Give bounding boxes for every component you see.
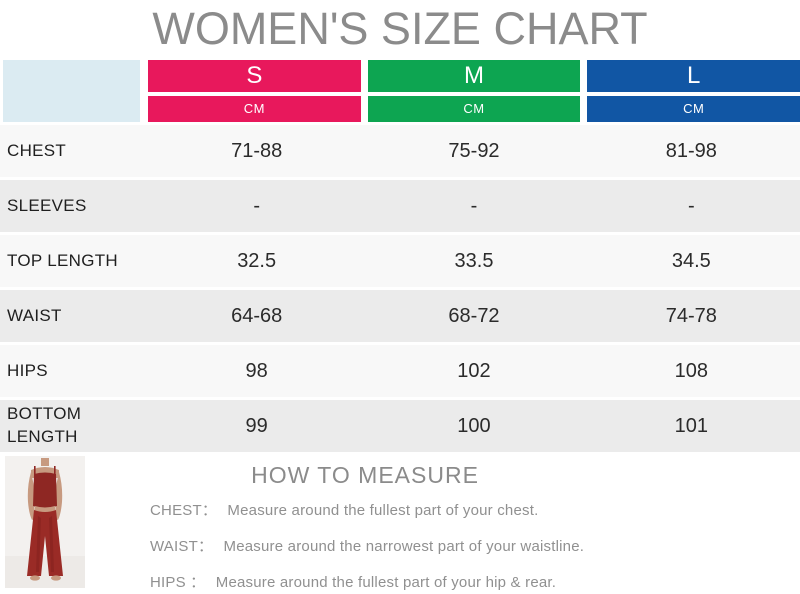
unit-cell-s: CM: [148, 96, 361, 122]
unit-cell-l: CM: [587, 96, 800, 122]
cell-value: -: [253, 194, 260, 217]
size-header-l: L: [587, 60, 800, 92]
size-header-s: S: [148, 60, 361, 92]
corner-cell: [3, 60, 140, 122]
cell-value: 68-72: [448, 304, 500, 327]
cell-value: 64-68: [231, 304, 283, 327]
measure-label: HIPS ：: [150, 574, 206, 591]
how-to-measure-heading: HOW TO MEASURE: [251, 462, 479, 488]
unit-cell-m: CM: [367, 96, 581, 122]
measure-text: Measure around the fullest part of your …: [215, 574, 557, 591]
measure-label: WAIST：: [150, 538, 214, 555]
cell-value: 33.5: [454, 249, 494, 272]
row-label: SLEEVES: [7, 195, 87, 215]
cell-value: 71-88: [231, 139, 283, 162]
table-header: S M L CM CM CM: [0, 60, 800, 122]
size-header-row: S M L: [148, 60, 800, 92]
page-title: WOMEN'S SIZE CHART: [152, 3, 648, 54]
table-row-sleeves: SLEEVES - - -: [0, 180, 800, 232]
row-label: WAIST: [7, 305, 62, 325]
how-to-measure-section: HOW TO MEASURE CHEST： Measure around the…: [0, 456, 800, 593]
cell-value: 81-98: [665, 139, 717, 162]
cell-value: 102: [457, 359, 491, 382]
size-header-m: M: [367, 60, 581, 92]
measure-text: Measure around the narrowest part of you…: [223, 538, 585, 555]
row-label: BOTTOM LENGTH: [7, 404, 82, 446]
measure-item-waist: WAIST： Measure around the narrowest part…: [150, 535, 800, 556]
cell-value: -: [470, 194, 478, 217]
table-row-waist: WAIST 64-68 68-72 74-78: [0, 290, 800, 342]
row-label: TOP LENGTH: [7, 250, 119, 270]
measure-item-chest: CHEST： Measure around the fullest part o…: [150, 499, 800, 520]
cell-value: 98: [245, 359, 268, 382]
cell-value: 101: [674, 414, 708, 437]
cell-value: 99: [245, 414, 268, 437]
cell-value: 32.5: [237, 249, 277, 272]
cell-value: 34.5: [671, 249, 711, 272]
measure-text: Measure around the fullest part of your …: [227, 502, 539, 519]
table-row-hips: HIPS 98 102 108: [0, 345, 800, 397]
table-row-chest: CHEST 71-88 75-92 81-98: [0, 125, 800, 177]
row-label: CHEST: [7, 140, 67, 160]
size-chart-table: CHEST 71-88 75-92 81-98 SLEEVES - - - TO…: [0, 125, 800, 452]
table-row-top-length: TOP LENGTH 32.5 33.5 34.5: [0, 235, 800, 287]
unit-header-row: CM CM CM: [148, 96, 800, 122]
model-photo: [5, 456, 85, 588]
cell-value: 75-92: [448, 139, 500, 162]
measure-label: CHEST：: [150, 502, 218, 519]
cell-value: 74-78: [665, 304, 717, 327]
cell-value: -: [687, 194, 695, 217]
cell-value: 108: [674, 359, 708, 382]
cell-value: 100: [457, 414, 491, 437]
measure-item-hips: HIPS ： Measure around the fullest part o…: [150, 571, 800, 592]
table-row-bottom-length: BOTTOM LENGTH 99 100 101: [0, 400, 800, 452]
row-label: HIPS: [7, 360, 48, 380]
